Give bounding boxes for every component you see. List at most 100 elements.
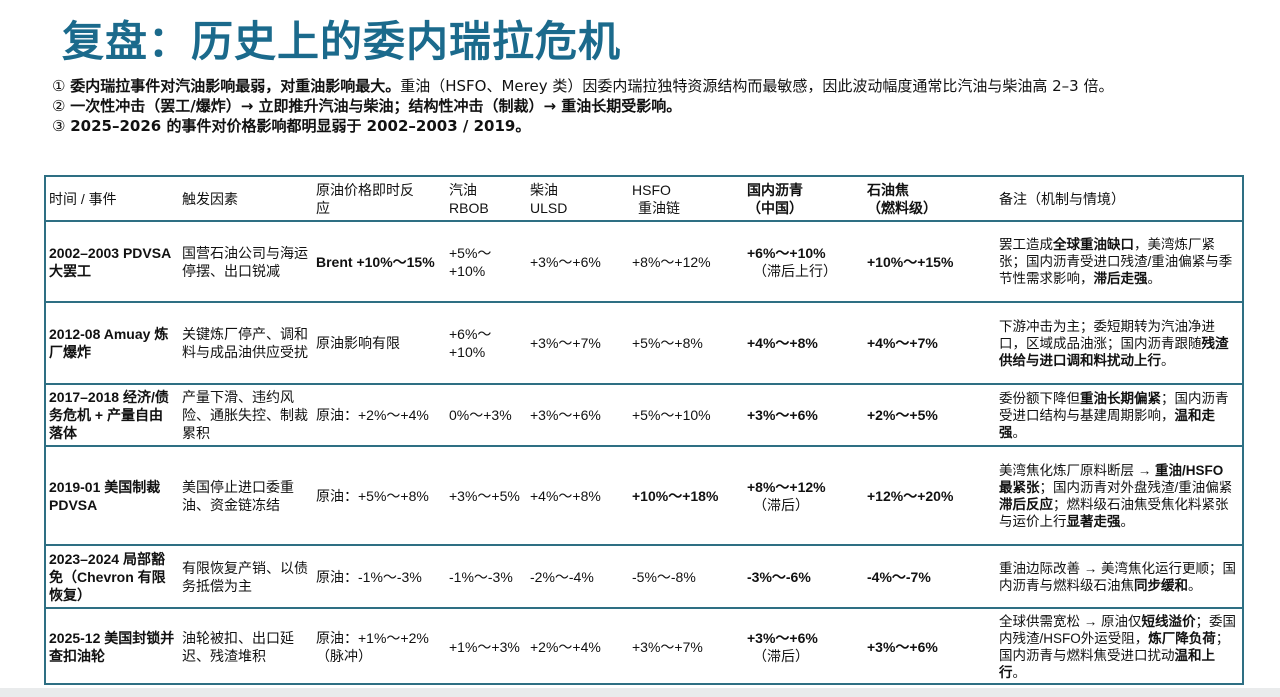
cell-notes: 委份额下降但重油长期偏紧；国内沥青受进口结构与基建周期影响，温和走强。: [996, 384, 1242, 447]
cell-rbob: +1%～+3%: [449, 639, 520, 655]
cell-trigger: 美国停止进口委重油、资金链冻结: [179, 446, 313, 546]
note-segment: ；燃料级石油焦受焦化料紧张与运价上行: [999, 496, 1229, 529]
cell-hsfo: +8%～+12%: [629, 221, 744, 303]
cell-rbob: +3%～+5%: [446, 446, 527, 546]
cell-trigger: 关键炼厂停产、调和料与成品油供应受扰: [179, 302, 313, 385]
cell-notes: 全球供需宽松 → 原油仅短线溢价；委国内残渣/HSFO外运受阻，炼厂降负荷；国内…: [996, 608, 1242, 685]
asphalt-range: +3%～+6%: [747, 630, 818, 646]
col-header-crude: 原油价格即时反应: [313, 177, 446, 222]
note-segment: 短线溢价: [1141, 614, 1196, 629]
table-row: 2023–2024 局部豁免（Chevron 有限恢复） 有限恢复产销、以债务抵偿…: [46, 545, 1242, 609]
note-segment: 。: [1012, 424, 1027, 440]
cell-crude: 原油：+2%～+4%: [313, 384, 446, 447]
cell-rbob: -1%～-3%: [446, 545, 527, 609]
cell-asphalt: +3%～+6%: [744, 384, 864, 447]
cell-event: 2025-12 美国封锁并查扣油轮: [49, 630, 175, 664]
cell-trigger: 产量下滑、违约风险、通胀失控、制裁累积: [179, 384, 313, 447]
cell-trigger: 国营石油公司与海运停摆、出口锐减: [179, 221, 313, 303]
note-segment: ；国内沥青受进口结构与基建周期影响，: [999, 390, 1229, 423]
note-segment: 下游冲击为主；委短期转为汽油净进口，区域成品油涨；国内沥青跟随: [999, 318, 1215, 351]
asphalt-range: +4%～+8%: [747, 335, 818, 351]
note-segment: 全球重油缺口: [1053, 237, 1134, 252]
asphalt-range: -3%～-6%: [747, 568, 811, 585]
note-segment: 滞后反应: [999, 496, 1053, 512]
note-segment: 重油长期偏紧: [1080, 390, 1161, 406]
cell-asphalt: +4%～+8%: [744, 302, 864, 385]
note-segment: 滞后走强: [1093, 271, 1148, 286]
key-point-1: ① 委内瑞拉事件对汽油影响最弱，对重油影响最大。重油（HSFO、Merey 类）…: [52, 76, 1252, 96]
cell-hsfo: +10%～+18%: [629, 446, 744, 546]
note-segment: 重油边际改善 → 美湾焦化运行更顺；国内沥青与燃料级石油焦: [999, 560, 1237, 593]
cell-trigger: 有限恢复产销、以债务抵偿为主: [179, 545, 313, 609]
cell-petcoke: +4%～+7%: [864, 302, 996, 385]
table-row: 2017–2018 经济/债务危机 + 产量自由落体 产量下滑、违约风险、通胀失控…: [46, 384, 1242, 447]
cell-event: 2023–2024 局部豁免（Chevron 有限恢复）: [46, 545, 179, 609]
cell-crude: 原油影响有限: [313, 302, 446, 385]
table-row: 2002–2003 PDVSA 大罢工 国营石油公司与海运停摆、出口锐减 Brent…: [46, 221, 1242, 303]
note-segment: 显著走强: [1066, 513, 1121, 529]
table-row: 2012-08 Amuay 炼厂爆炸 关键炼厂停产、调和料与成品油供应受扰 原油影响…: [46, 302, 1242, 385]
asphalt-range: +6%～+10%: [747, 244, 826, 261]
asphalt-range: +3%～+6%: [747, 407, 818, 423]
note-segment: 委份额下降但: [999, 390, 1080, 406]
cell-petcoke: -4%～-7%: [864, 545, 996, 609]
table-row: 2019-01 美国制裁 PDVSA 美国停止进口委重油、资金链冻结 原油：+5%～…: [46, 446, 1242, 546]
cell-rbob: +5%～+10%: [446, 221, 527, 303]
note-segment: 残渣供给与进口调和料扰: [999, 335, 1229, 368]
note-segment: 动上行: [1120, 352, 1162, 368]
col-header-trigger: 触发因素: [179, 177, 313, 222]
crisis-table: 时间 / 事件 触发因素 原油价格即时反应 汽油 RBOB 柴油 ULSD HSFO…: [44, 175, 1244, 685]
cell-asphalt: -3%～-6%: [744, 545, 864, 609]
cell-notes: 罢工造成全球重油缺口，美湾炼厂紧张；国内沥青受进口残渣/重油偏紧与季节性需求影响…: [996, 221, 1242, 303]
col-header-rbob: 汽油 RBOB: [446, 177, 527, 222]
cell-asphalt: +3%～+6% （滞后）: [744, 608, 864, 685]
cell-event: 2017–2018 经济/债务危机 + 产量自由落体: [46, 384, 179, 447]
note-segment: 炼厂降负荷: [1148, 631, 1216, 646]
col-header-event: 时间 / 事件: [46, 177, 179, 222]
col-header-asphalt: 国内沥青 （中国）: [744, 177, 864, 222]
cell-hsfo: -5%～-8%: [629, 545, 744, 609]
note-segment: 。: [1147, 271, 1162, 286]
cell-ulsd: +3%～+6%: [527, 384, 629, 447]
cell-event: 2019-01 美国制裁 PDVSA: [46, 446, 179, 546]
note-segment: 。: [1161, 352, 1175, 368]
cell-event: 2012-08 Amuay 炼厂爆炸: [46, 302, 179, 385]
note-segment: ；国内沥青对外盘残渣/重油偏紧: [1039, 479, 1233, 495]
note-segment: ，美湾炼厂紧张；国内沥青受进口残渣/重油偏紧与季节性需求影响，: [999, 237, 1233, 286]
key-point-2: ② 一次性冲击（罢工/爆炸）→ 立即推升汽油与柴油；结构性冲击（制裁）→ 重油长…: [52, 96, 1252, 116]
point-number: ③: [52, 117, 66, 135]
note-segment: ；国内沥青与燃料焦受进口扰动: [999, 631, 1230, 663]
table-header-row: 时间 / 事件 触发因素 原油价格即时反应 汽油 RBOB 柴油 ULSD HSFO…: [46, 177, 1242, 222]
point-bold-text: 委内瑞拉事件对汽油影响最弱，对重油影响最大。: [70, 77, 401, 95]
note-segment: 。: [1012, 665, 1027, 680]
cell-petcoke: +2%～+5%: [864, 384, 996, 447]
col-header-ulsd: 柴油 ULSD: [527, 177, 629, 222]
cell-notes: 重油边际改善 → 美湾焦化运行更顺；国内沥青与燃料级石油焦同步缓和。: [996, 545, 1242, 609]
key-point-3: ③ 2025–2026 的事件对价格影响都明显弱于 2002–2003 / 20…: [52, 116, 1252, 136]
note-segment: ；委国内残渣/HSFO外运受阻，: [999, 614, 1237, 646]
cell-ulsd: +3%～+7%: [527, 302, 629, 385]
key-points: ① 委内瑞拉事件对汽油影响最弱，对重油影响最大。重油（HSFO、Merey 类）…: [52, 76, 1252, 136]
cell-crude: 原油：-1%～-3%: [313, 545, 446, 609]
cell-petcoke: +10%～+15%: [864, 221, 996, 303]
cell-ulsd: +3%～+6%: [527, 221, 629, 303]
page-title: 复盘：历史上的委内瑞拉危机: [62, 17, 622, 66]
point-number: ①: [52, 77, 66, 95]
cell-hsfo: +5%～+10%: [629, 384, 744, 447]
note-segment: 罢工造成: [999, 237, 1053, 252]
cell-notes: 美湾焦化炼厂原料断层 → 重油/HSFO 最紧张；国内沥青对外盘残渣/重油偏紧滞…: [996, 446, 1242, 546]
asphalt-note: （滞后）: [753, 648, 809, 664]
cell-rbob: 0%～+3%: [446, 384, 527, 447]
cell-petcoke: +12%～+20%: [864, 446, 996, 546]
cell-rbob: +6%～+10%: [446, 302, 527, 385]
note-segment: 温和上行: [999, 648, 1215, 680]
point-text: 重油（HSFO、Merey 类）因委内瑞拉独特资源结构而最敏感，因此波动幅度通常…: [400, 77, 1114, 95]
cell-event: 2002–2003 PDVSA 大罢工: [46, 221, 179, 303]
bottom-strip: [0, 688, 1280, 697]
cell-ulsd: +4%～+8%: [527, 446, 629, 546]
cell-petcoke: +3%～+6%: [867, 639, 938, 655]
note-segment: 。: [1188, 577, 1202, 593]
col-header-petcoke: 石油焦 （燃料级）: [864, 177, 996, 222]
cell-crude: 原油：+1%～+2%（脉冲）: [316, 630, 429, 664]
note-segment: 重油/HSFO 最紧张: [999, 462, 1224, 495]
